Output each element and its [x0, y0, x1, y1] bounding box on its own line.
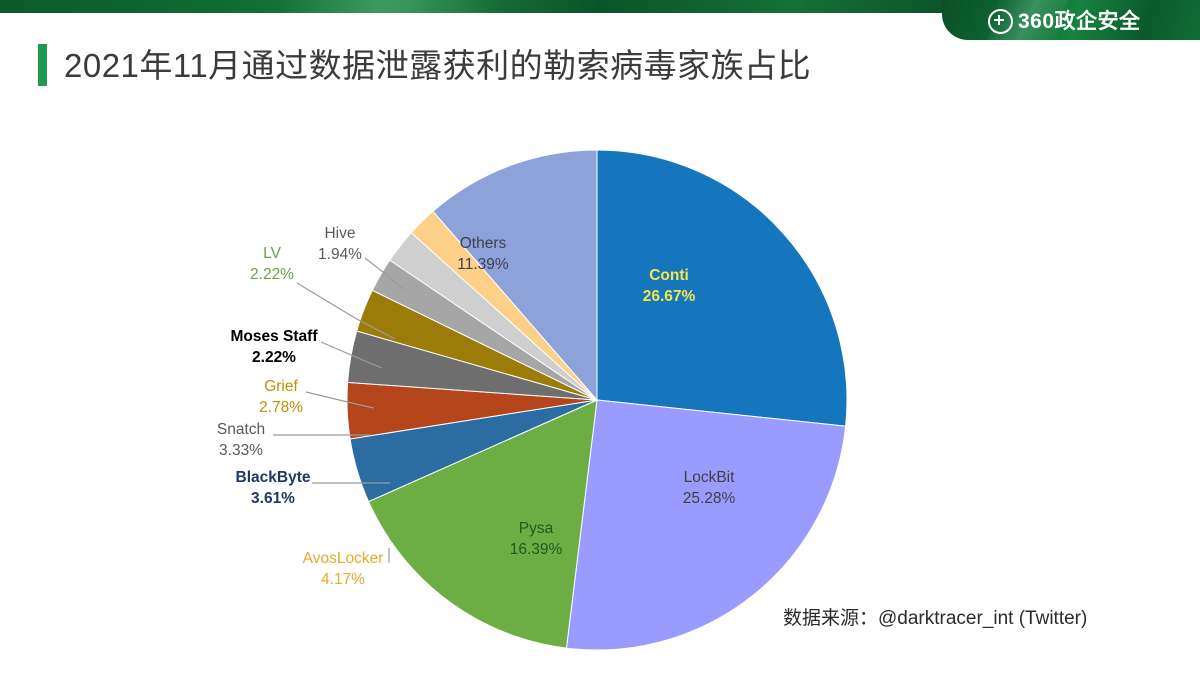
- pie-slice-conti[interactable]: [596, 149, 848, 427]
- pie-label-group: Conti 26.67% LockBit 25.28% Pysa 16.39% AvosLo…: [217, 225, 736, 588]
- title-accent-bar: [38, 44, 47, 86]
- pie-slice-others[interactable]: [432, 149, 598, 402]
- brand-logo-text: 360政企安全: [1018, 10, 1141, 33]
- pie-label-value-lv: 2.22%: [250, 266, 294, 283]
- page-title-text: 2021年11月通过数据泄露获利的勒索病毒家族占比: [64, 46, 812, 84]
- pie-leader-lines: [273, 257, 405, 563]
- pie-label-hive: Hive 1.94%: [318, 225, 362, 263]
- pie-label-name-avoslocker: AvosLocker: [303, 550, 384, 567]
- top-banner: [0, 0, 1200, 13]
- pie-label-value-moses-staff: 2.22%: [252, 349, 296, 366]
- pie-label-name-snatch: Snatch: [217, 421, 265, 438]
- pie-label-lv: LV 2.22%: [250, 245, 294, 283]
- pie-label-name-conti: Conti: [649, 267, 689, 284]
- leader-line-lv: [296, 282, 396, 340]
- pie-label-value-hive: 1.94%: [318, 246, 362, 263]
- pie-label-name-others: Others: [460, 235, 507, 252]
- banner-sheen: [280, 0, 500, 13]
- pie-label-value-snatch: 3.33%: [219, 442, 263, 459]
- pie-label-moses-staff: Moses Staff 2.22%: [231, 328, 319, 366]
- pie-label-name-pysa: Pysa: [519, 520, 554, 537]
- pie-label-blackbyte: BlackByte 3.61%: [236, 469, 311, 507]
- pie-slice-group: [346, 149, 848, 651]
- pie-label-value-pysa: 16.39%: [510, 541, 563, 558]
- brand-logo-plate: 360政企安全: [942, 0, 1200, 40]
- pie-label-value-lockbit: 25.28%: [683, 490, 736, 507]
- pie-slice-pysa[interactable]: [367, 399, 598, 649]
- pie-label-value-grief: 2.78%: [259, 399, 303, 416]
- leader-line-grief: [305, 391, 375, 409]
- pie-label-name-blackbyte: BlackByte: [236, 469, 311, 486]
- pie-label-name-lv: LV: [263, 245, 281, 262]
- pie-label-name-moses-staff: Moses Staff: [231, 328, 319, 345]
- leader-line-hive: [364, 257, 405, 291]
- circle-plus-icon: [988, 9, 1013, 34]
- pie-slice-lockbit[interactable]: [565, 399, 847, 651]
- pie-label-pysa: Pysa 16.39%: [510, 520, 563, 558]
- pie-label-avoslocker: AvosLocker 4.17%: [303, 550, 384, 588]
- brand-logo: 360政企安全: [988, 9, 1141, 34]
- page-title: 2021年11月通过数据泄露获利的勒索病毒家族占比: [38, 44, 811, 86]
- pie-label-grief: Grief 2.78%: [259, 378, 303, 416]
- pie-label-name-grief: Grief: [264, 378, 298, 395]
- pie-label-name-lockbit: LockBit: [684, 469, 736, 486]
- pie-label-conti: Conti 26.67%: [643, 267, 696, 305]
- leader-line-moses-staff: [320, 341, 383, 369]
- pie-label-snatch: Snatch 3.33%: [217, 421, 265, 459]
- pie-chart-svg: Conti 26.67% LockBit 25.28% Pysa 16.39% AvosLo…: [217, 149, 848, 651]
- pie-label-value-conti: 26.67%: [643, 288, 696, 305]
- pie-chart: Conti 26.67% LockBit 25.28% Pysa 16.39% AvosLo…: [0, 110, 1200, 675]
- pie-label-value-others: 11.39%: [457, 256, 509, 273]
- data-source-note: 数据来源：@darktracer_int (Twitter): [783, 608, 1088, 629]
- pie-label-value-blackbyte: 3.61%: [251, 490, 295, 507]
- pie-label-value-avoslocker: 4.17%: [321, 571, 365, 588]
- pie-label-lockbit: LockBit 25.28%: [683, 469, 736, 507]
- pie-label-others: Others 11.39%: [457, 235, 509, 273]
- pie-label-name-hive: Hive: [324, 225, 355, 242]
